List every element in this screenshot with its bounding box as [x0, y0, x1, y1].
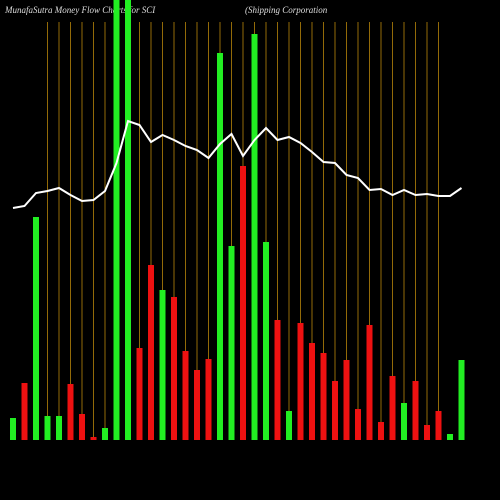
- bar: [171, 297, 177, 440]
- bar: [10, 418, 16, 440]
- bar: [297, 323, 304, 440]
- bar: [194, 370, 200, 440]
- bar: [355, 409, 361, 440]
- bar: [125, 0, 131, 440]
- bar: [320, 353, 327, 440]
- bar: [332, 381, 338, 440]
- bar: [401, 403, 407, 440]
- bar: [263, 242, 269, 440]
- bar: [458, 360, 465, 440]
- bar: [274, 320, 281, 440]
- bar: [21, 383, 28, 440]
- bar: [435, 411, 442, 440]
- bar: [389, 376, 396, 440]
- bar: [67, 384, 74, 440]
- bar: [228, 246, 235, 440]
- bar: [44, 416, 51, 440]
- bar: [136, 348, 143, 440]
- bar: [33, 217, 39, 440]
- bar: [205, 359, 212, 440]
- bar: [447, 434, 453, 440]
- bar: [148, 265, 154, 440]
- bar: [251, 34, 258, 440]
- bar: [182, 351, 189, 440]
- bar: [343, 360, 350, 440]
- bar: [113, 0, 120, 440]
- bar: [159, 290, 166, 440]
- bar: [79, 414, 85, 440]
- bar: [309, 343, 315, 440]
- bar: [56, 416, 62, 440]
- bar: [366, 325, 373, 440]
- bar: [102, 428, 108, 440]
- chart-title: MunafaSutra Money Flow Charts for SCI: [4, 5, 156, 15]
- bar: [412, 381, 419, 440]
- bar: [90, 437, 97, 440]
- bar: [240, 166, 246, 440]
- bar: [378, 422, 384, 440]
- bar: [286, 411, 292, 440]
- chart-subtitle: (Shipping Corporation: [245, 5, 328, 15]
- bar: [217, 53, 223, 440]
- money-flow-line: [12, 119, 463, 209]
- bar: [424, 425, 430, 440]
